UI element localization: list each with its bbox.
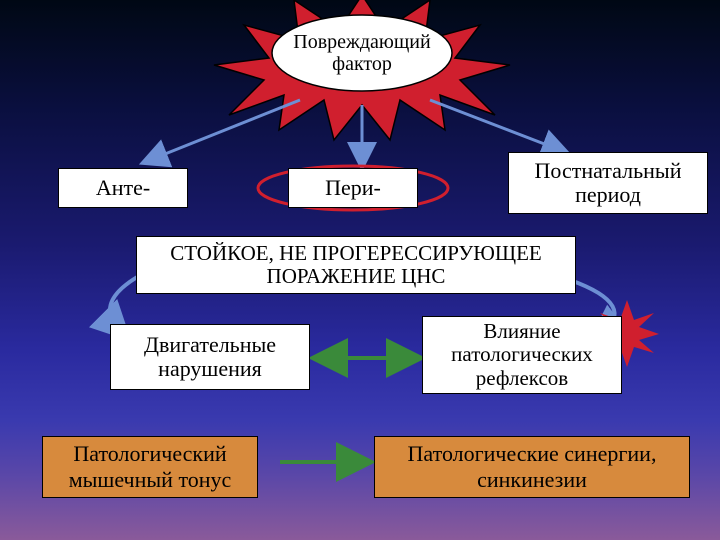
damaging-factor-label: Повреждающий фактор: [272, 15, 452, 91]
muscle-tonus-box: Патологический мышечный тонус: [42, 436, 258, 498]
period-ante-box: Анте-: [58, 168, 188, 208]
synergy-box: Патологические синергии, синкинезии: [374, 436, 690, 498]
muscle-tonus-label: Патологический мышечный тонус: [69, 441, 232, 494]
motor-disorder-box: Двигательные нарушения: [110, 324, 310, 390]
period-ante-label: Анте-: [96, 176, 150, 200]
period-post-label: Постнатальный период: [535, 159, 682, 207]
reflex-influence-box: Влияние патологических рефлексов: [422, 316, 622, 394]
damaging-factor-text: Повреждающий фактор: [293, 31, 430, 75]
period-peri-label: Пери-: [325, 176, 381, 200]
motor-disorder-label: Двигательные нарушения: [144, 333, 276, 381]
period-peri-box: Пери-: [288, 168, 418, 208]
arrows-from-factor: [150, 100, 560, 160]
synergy-label: Патологические синергии, синкинезии: [408, 441, 657, 494]
period-post-box: Постнатальный период: [508, 152, 708, 214]
lesion-box: СТОЙКОЕ, НЕ ПРОГЕРЕССИРУЮЩЕЕ ПОРАЖЕНИЕ Ц…: [136, 236, 576, 294]
lesion-label: СТОЙКОЕ, НЕ ПРОГЕРЕССИРУЮЩЕЕ ПОРАЖЕНИЕ Ц…: [170, 242, 541, 288]
reflex-influence-label: Влияние патологических рефлексов: [451, 320, 593, 389]
